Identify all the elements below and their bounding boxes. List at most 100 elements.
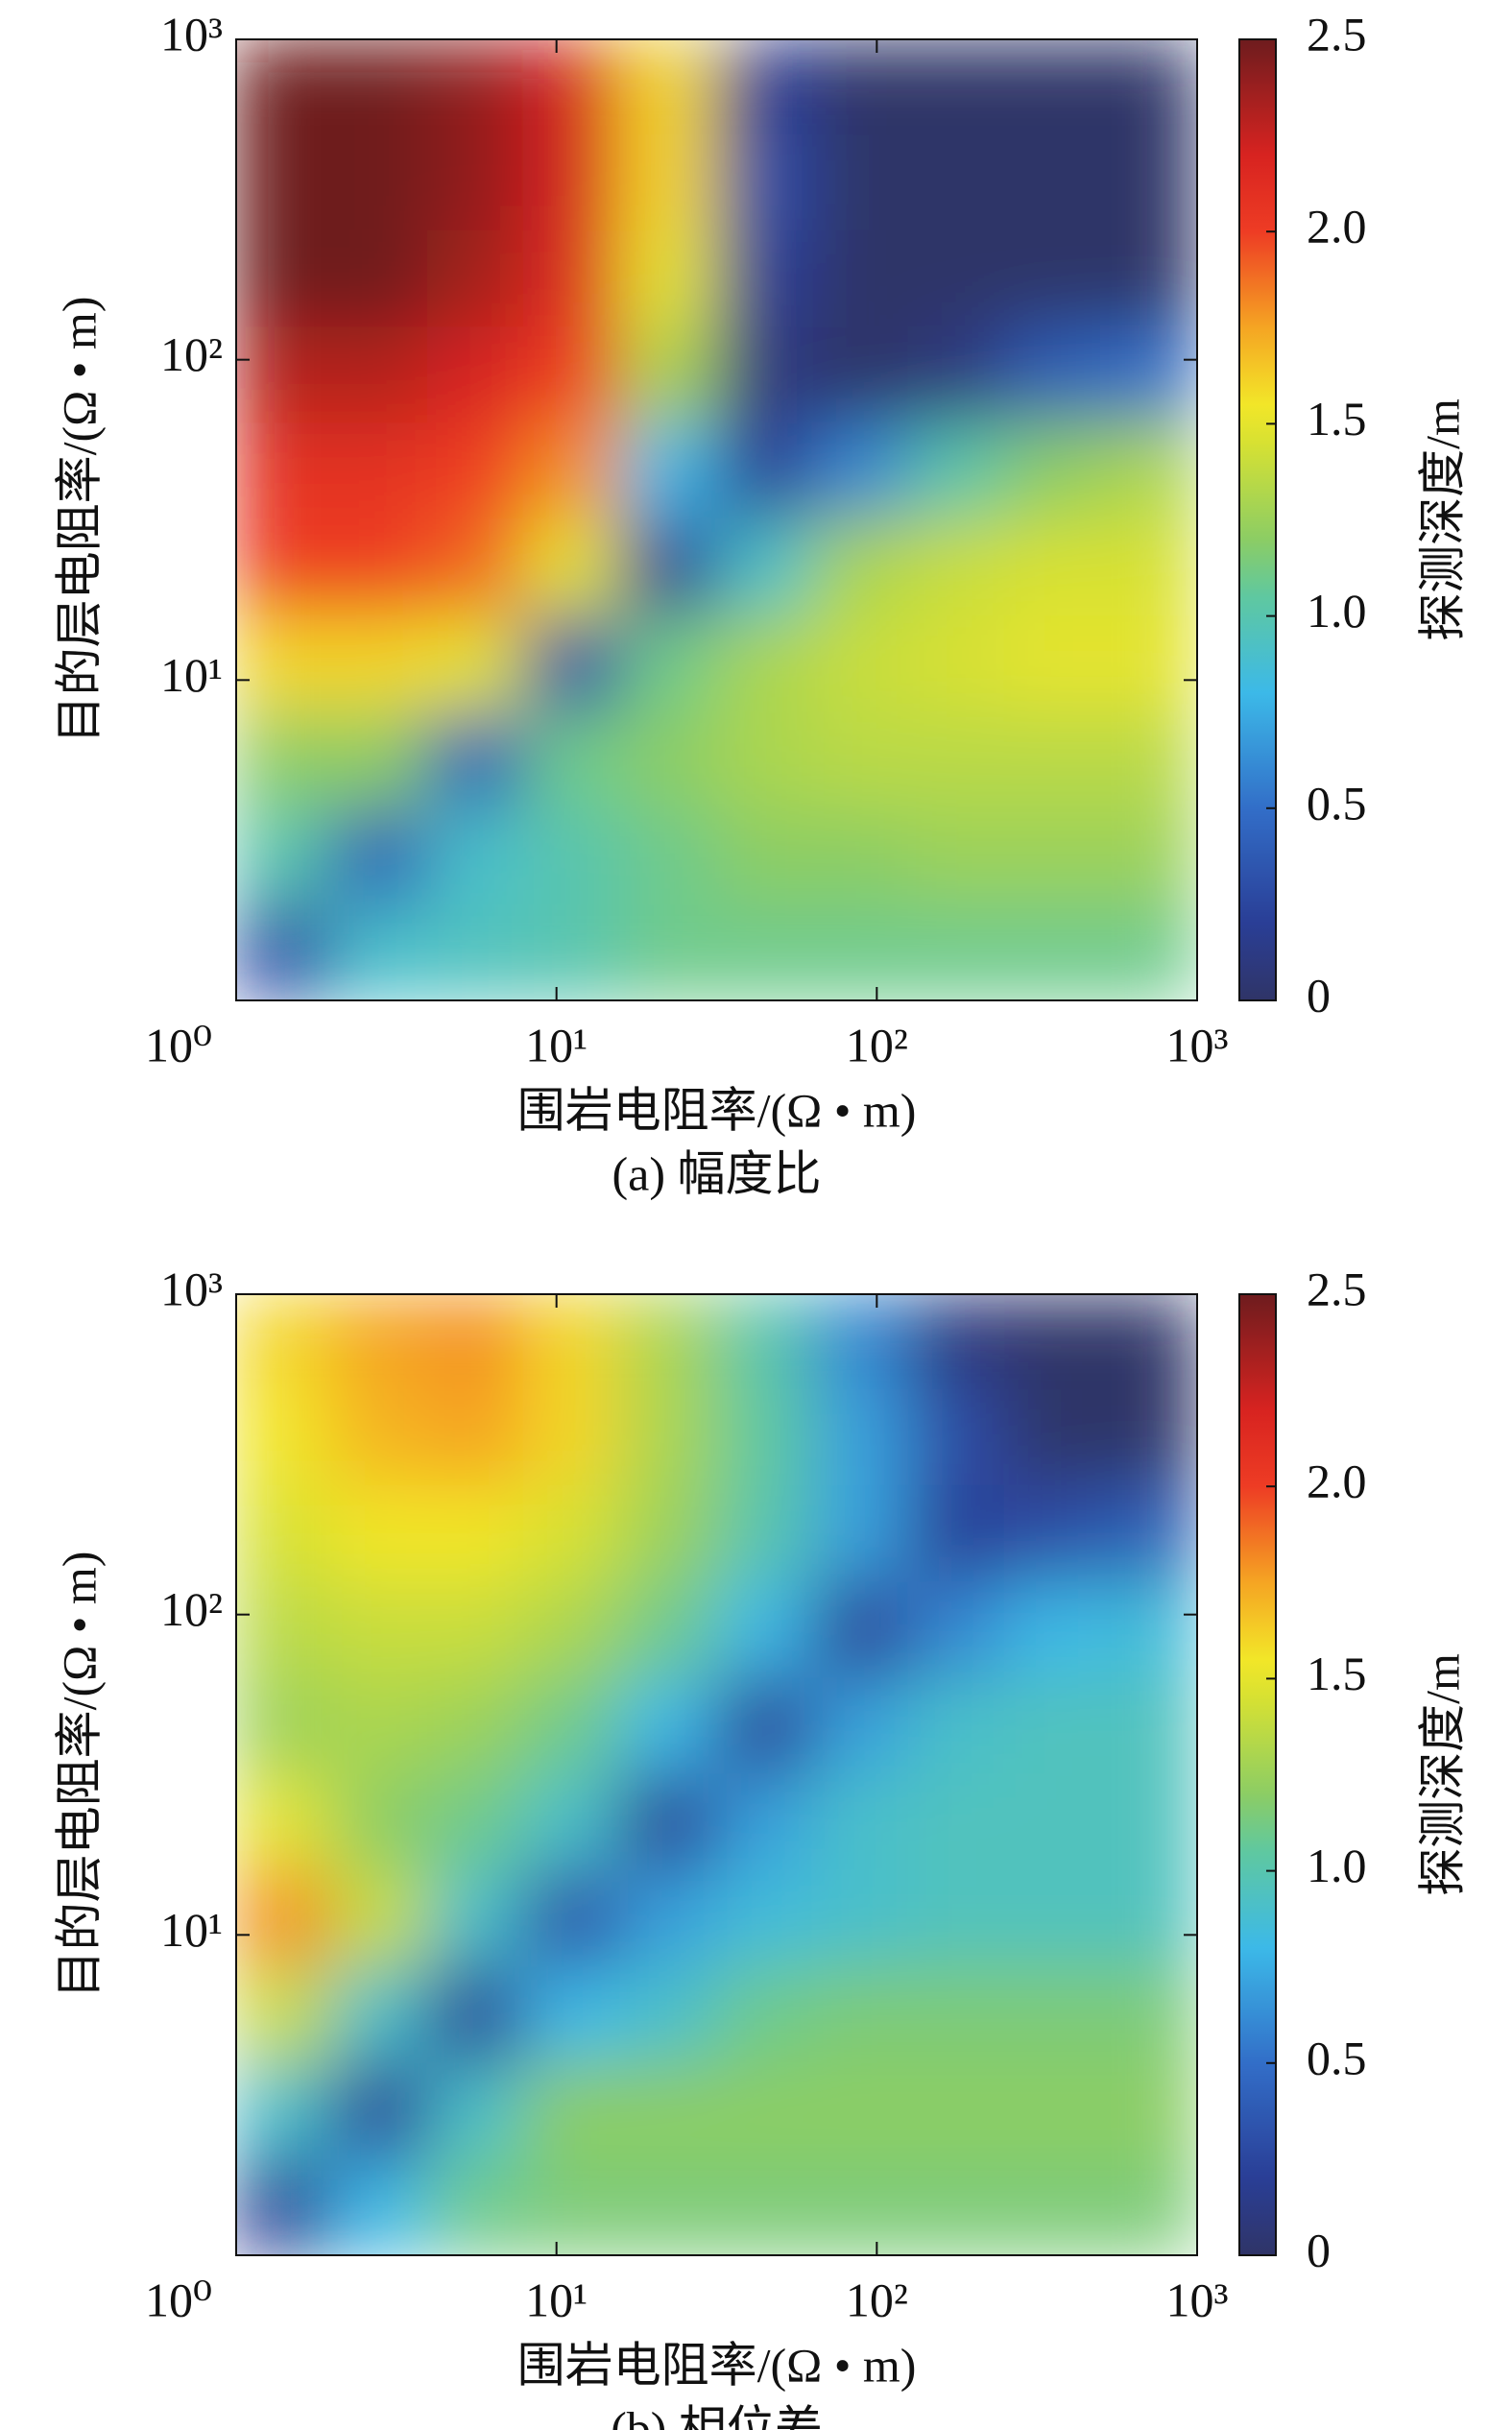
colorbar-tick-label: 1.5	[1307, 1647, 1367, 1700]
heatmap-cell	[1099, 1484, 1197, 1584]
heatmap-cell	[330, 1388, 429, 1488]
heatmap-cell	[907, 1388, 1007, 1488]
x-tick-label: 10¹	[525, 1018, 588, 1071]
heatmap-cell	[1099, 2159, 1197, 2255]
heatmap-cell	[1003, 807, 1103, 906]
heatmap-cell	[426, 39, 525, 137]
heatmap-cell	[1099, 807, 1197, 906]
heatmap-cell	[907, 2062, 1007, 2161]
heatmap-cell	[330, 1966, 429, 2065]
heatmap-cell	[619, 1966, 718, 2065]
heatmap-cell	[715, 133, 814, 233]
heatmap-cell	[1003, 422, 1103, 521]
heatmap-cell	[1003, 2159, 1103, 2255]
heatmap-cell	[426, 1966, 525, 2065]
heatmap-cell	[522, 2062, 622, 2161]
heatmap-cell	[522, 326, 622, 425]
colorbar-tick-label: 1.0	[1307, 1839, 1367, 1892]
heatmap-cell	[236, 1677, 332, 1776]
heatmap-cell	[907, 326, 1007, 425]
heatmap-cell	[811, 1773, 910, 1872]
heatmap-cell	[426, 614, 525, 714]
heatmap-cells	[236, 39, 1197, 1000]
heatmap-cell	[1003, 1677, 1103, 1776]
heatmap-cell	[330, 1677, 429, 1776]
heatmap-cell	[715, 229, 814, 329]
heatmap-cell	[619, 1677, 718, 1776]
heatmap-cell	[330, 614, 429, 714]
heatmap-cell	[619, 422, 718, 521]
heatmap-cell	[1099, 422, 1197, 521]
heatmap-cell	[811, 229, 910, 329]
heatmap-cell	[907, 1294, 1007, 1392]
heatmap-cell	[715, 1773, 814, 1872]
heatmap-cell	[426, 2159, 525, 2255]
heatmap-cell	[522, 1677, 622, 1776]
heatmap-cell	[907, 1869, 1007, 1969]
heatmap-cell	[522, 2159, 622, 2255]
heatmap-cell	[236, 904, 332, 1000]
colorbar-tick-label: 0.5	[1307, 776, 1367, 830]
heatmap-cell	[522, 711, 622, 810]
heatmap-cell	[426, 1294, 525, 1392]
heatmap	[236, 39, 1197, 1000]
heatmap-cell	[1099, 711, 1197, 810]
heatmap-cell	[236, 1773, 332, 1872]
x-tick-label: 10³	[1166, 1018, 1229, 1071]
heatmap-cell	[1003, 1869, 1103, 1969]
heatmap-cell	[1003, 614, 1103, 714]
heatmap-cell	[1003, 1294, 1103, 1392]
heatmap-cell	[1003, 711, 1103, 810]
heatmap-cell	[1099, 614, 1197, 714]
heatmap-cell	[330, 807, 429, 906]
heatmap-cell	[236, 39, 332, 137]
heatmap-cell	[907, 133, 1007, 233]
heatmap-cell	[236, 1388, 332, 1488]
heatmap-cell	[619, 326, 718, 425]
heatmap-cell	[1099, 229, 1197, 329]
colorbar-tick-label: 1.5	[1307, 392, 1367, 445]
heatmap-cell	[330, 1484, 429, 1584]
heatmap-cell	[619, 2062, 718, 2161]
heatmap-cell	[236, 2062, 332, 2161]
heatmap-cell	[236, 1869, 332, 1969]
heatmap-cell	[619, 229, 718, 329]
heatmap-cell	[236, 518, 332, 617]
heatmap-cell	[811, 1869, 910, 1969]
heatmap-cell	[426, 326, 525, 425]
heatmap-cell	[522, 807, 622, 906]
heatmap-cell	[236, 2159, 332, 2255]
heatmap-cell	[811, 711, 910, 810]
heatmap-cell	[907, 614, 1007, 714]
heatmap-cell	[426, 904, 525, 1000]
caption: (a) 幅度比	[612, 1146, 822, 1200]
heatmap-cell	[907, 1484, 1007, 1584]
heatmap-cell	[522, 1966, 622, 2065]
heatmap-cell	[907, 39, 1007, 137]
heatmap-cell	[236, 1581, 332, 1680]
heatmap-cell	[907, 422, 1007, 521]
heatmap-cell	[1003, 2062, 1103, 2161]
heatmap-cell	[330, 711, 429, 810]
heatmap-cell	[1099, 904, 1197, 1000]
heatmap-cell	[330, 422, 429, 521]
heatmap-cell	[236, 133, 332, 233]
heatmap-cell	[619, 133, 718, 233]
heatmap-cell	[522, 518, 622, 617]
heatmap-cell	[619, 614, 718, 714]
colorbar-label: 探测深度/m	[1415, 1653, 1469, 1896]
heatmap-cell	[907, 1966, 1007, 2065]
heatmap-cell	[330, 1581, 429, 1680]
x-tick-label: 10²	[846, 1018, 908, 1071]
x-tick-label: 10⁰	[145, 2273, 212, 2326]
heatmap-cell	[715, 1581, 814, 1680]
heatmap-cell	[1003, 133, 1103, 233]
heatmap-cell	[522, 1484, 622, 1584]
heatmap-cell	[522, 1773, 622, 1872]
heatmap-cell	[1003, 1966, 1103, 2065]
heatmap-cell	[715, 1869, 814, 1969]
heatmap-cell	[1099, 1773, 1197, 1872]
y-tick-label: 10²	[160, 1582, 223, 1636]
y-tick-label: 10³	[160, 1262, 223, 1315]
